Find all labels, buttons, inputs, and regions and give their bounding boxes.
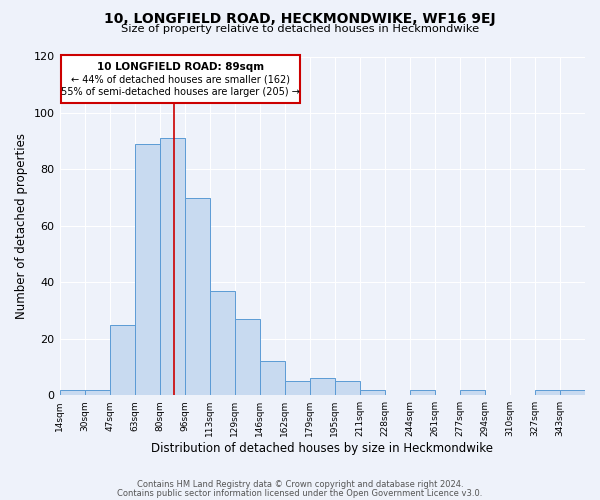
X-axis label: Distribution of detached houses by size in Heckmondwike: Distribution of detached houses by size … [151, 442, 493, 455]
Bar [335, 381, 360, 395]
Bar [285, 381, 310, 395]
Bar [360, 390, 385, 395]
Bar [209, 291, 235, 395]
Bar [59, 390, 85, 395]
Bar [535, 390, 560, 395]
Text: 10, LONGFIELD ROAD, HECKMONDWIKE, WF16 9EJ: 10, LONGFIELD ROAD, HECKMONDWIKE, WF16 9… [104, 12, 496, 26]
Bar [260, 362, 285, 395]
Bar [560, 390, 585, 395]
Bar [410, 390, 435, 395]
Text: 10 LONGFIELD ROAD: 89sqm: 10 LONGFIELD ROAD: 89sqm [97, 62, 264, 72]
Bar [310, 378, 335, 395]
Bar [134, 144, 160, 395]
Y-axis label: Number of detached properties: Number of detached properties [15, 133, 28, 319]
Bar [460, 390, 485, 395]
Text: 55% of semi-detached houses are larger (205) →: 55% of semi-detached houses are larger (… [61, 86, 300, 97]
Bar [110, 324, 134, 395]
Text: Size of property relative to detached houses in Heckmondwike: Size of property relative to detached ho… [121, 24, 479, 34]
Text: Contains public sector information licensed under the Open Government Licence v3: Contains public sector information licen… [118, 489, 482, 498]
Text: Contains HM Land Registry data © Crown copyright and database right 2024.: Contains HM Land Registry data © Crown c… [137, 480, 463, 489]
Bar [85, 390, 110, 395]
Bar [160, 138, 185, 395]
Bar [235, 319, 260, 395]
FancyBboxPatch shape [61, 55, 300, 103]
Text: ← 44% of detached houses are smaller (162): ← 44% of detached houses are smaller (16… [71, 74, 290, 84]
Bar [185, 198, 209, 395]
